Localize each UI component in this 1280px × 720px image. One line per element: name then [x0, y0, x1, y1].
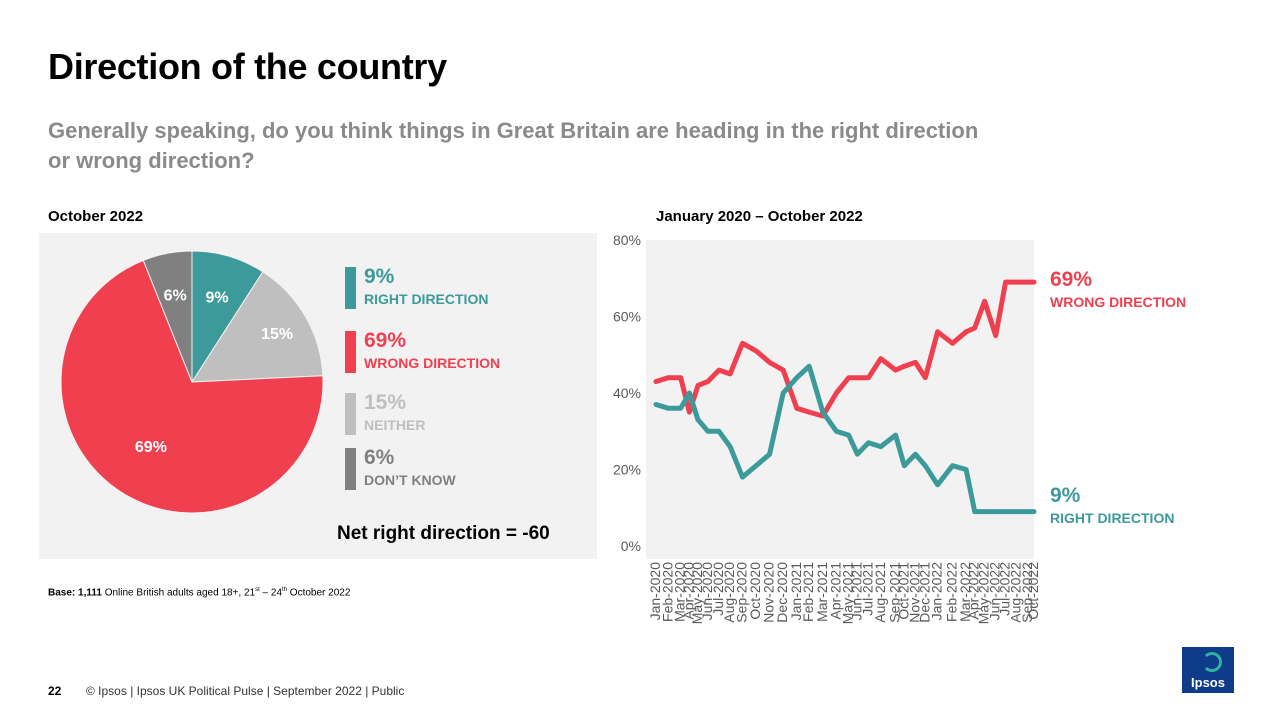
pie-label-don-t-know: 6% — [164, 288, 187, 305]
legend-value-neither: 15% — [364, 391, 407, 414]
footer: 22 © Ipsos | Ipsos UK Political Pulse | … — [0, 682, 1280, 702]
x-tick-label: Sep-2022 — [1019, 562, 1035, 623]
y-tick-label: 60% — [613, 309, 641, 325]
x-tick-label: May-2021 — [840, 562, 856, 624]
legend-swatch-wrong — [345, 331, 356, 373]
base-note: Base: 1,111 Online British adults aged 1… — [48, 587, 351, 599]
line-end-right-label: RIGHT DIRECTION — [1050, 510, 1175, 526]
x-tick-label: Oct-2020 — [747, 562, 763, 620]
pie-panel: 9% 15% 69% 6% 9% RIGHT DIRECTION 69% WRONG … — [39, 233, 597, 559]
line-plot-area — [646, 240, 1034, 559]
y-tick-label: 20% — [613, 462, 641, 478]
page-number: 22 — [48, 684, 62, 698]
x-tick-label: Jan-2020 — [647, 562, 663, 621]
x-tick-label: Nov-2021 — [906, 562, 922, 623]
x-tick-label: Jun-2021 — [848, 562, 864, 621]
x-tick-label: Mar-2021 — [814, 562, 830, 622]
legend-label-dont-know: DON’T KNOW — [364, 472, 456, 488]
x-tick-label: Oct-2021 — [895, 562, 911, 620]
legend-label-neither: NEITHER — [364, 417, 426, 433]
x-tick-label: Mar-2020 — [672, 562, 688, 622]
legend-label-wrong: WRONG DIRECTION — [364, 355, 501, 371]
pie-slice-wrong-direction — [60, 259, 324, 514]
legend-value-wrong: 69% — [364, 329, 407, 352]
x-tick-label: Oct-2022 — [1025, 562, 1041, 620]
x-tick-label: Jun-2020 — [699, 562, 715, 621]
x-tick-label: Aug-2020 — [721, 562, 737, 623]
x-tick-label: Jul-2021 — [859, 562, 875, 616]
x-tick-label: Apr-2020 — [680, 562, 696, 620]
legend-label-right: RIGHT DIRECTION — [364, 291, 489, 307]
x-tick-label: Mar-2022 — [957, 562, 973, 622]
x-tick-label: Sep-2020 — [733, 562, 749, 623]
legend-value-right: 9% — [364, 265, 395, 288]
x-tick-label: Feb-2021 — [800, 562, 816, 622]
x-tick-label: Dec-2020 — [774, 562, 790, 623]
x-tick-label: Apr-2021 — [827, 562, 843, 620]
x-tick-label: Jul-2020 — [710, 562, 726, 616]
pie-slice-neither — [191, 271, 324, 383]
x-tick-label: Apr-2022 — [966, 562, 982, 620]
legend-swatch-neither — [345, 393, 356, 435]
x-tick-label: May-2022 — [976, 562, 992, 624]
y-tick-label: 40% — [613, 385, 641, 401]
pie-label-right-direction: 9% — [206, 290, 229, 307]
pie-section-label: October 2022 — [48, 208, 144, 225]
line-end-wrong-label: WRONG DIRECTION — [1050, 294, 1187, 310]
pie-chart: 9% 15% 69% 6% — [60, 250, 324, 514]
x-tick-label: Nov-2020 — [761, 562, 777, 623]
legend-swatch-right — [345, 267, 356, 309]
legend-value-dont-know: 6% — [364, 446, 395, 469]
pie-label-wrong-direction: 69% — [135, 439, 167, 456]
x-tick-label: Jan-2022 — [929, 562, 945, 621]
x-tick-label: May-2020 — [689, 562, 705, 624]
pie-label-neither: 15% — [261, 326, 293, 343]
x-tick-label: Aug-2022 — [1008, 562, 1024, 623]
page-subtitle: Generally speaking, do you think things … — [48, 118, 979, 173]
line-end-right-value: 9% — [1050, 484, 1081, 507]
x-tick-label: Feb-2020 — [659, 562, 675, 622]
x-tick-label: Aug-2021 — [872, 562, 888, 623]
x-tick-label: Sep-2021 — [887, 562, 903, 623]
x-tick-label: Jan-2021 — [788, 562, 804, 621]
logo-text: Ipsos — [1191, 675, 1225, 690]
footer-text: © Ipsos | Ipsos UK Political Pulse | Sep… — [86, 684, 405, 698]
line-section-label: January 2020 – October 2022 — [656, 208, 863, 225]
ipsos-logo: Ipsos — [1182, 647, 1234, 693]
x-tick-label: Feb-2022 — [943, 562, 959, 622]
x-tick-label: Dec-2021 — [916, 562, 932, 623]
line-end-wrong-value: 69% — [1050, 268, 1093, 291]
legend-swatch-dont-know — [345, 448, 356, 490]
net-right-direction: Net right direction = -60 — [337, 523, 550, 544]
logo-mark-icon — [1202, 652, 1222, 672]
series-line-right-direction — [653, 363, 1037, 515]
x-tick-label: Jul-2022 — [997, 562, 1013, 616]
series-line-wrong-direction — [653, 279, 1037, 419]
y-tick-label: 0% — [621, 538, 641, 554]
pie-slice-don-t-know — [142, 250, 193, 383]
x-tick-label: Jun-2022 — [987, 562, 1003, 621]
y-tick-label: 80% — [613, 232, 641, 248]
page-title: Direction of the country — [48, 46, 447, 87]
